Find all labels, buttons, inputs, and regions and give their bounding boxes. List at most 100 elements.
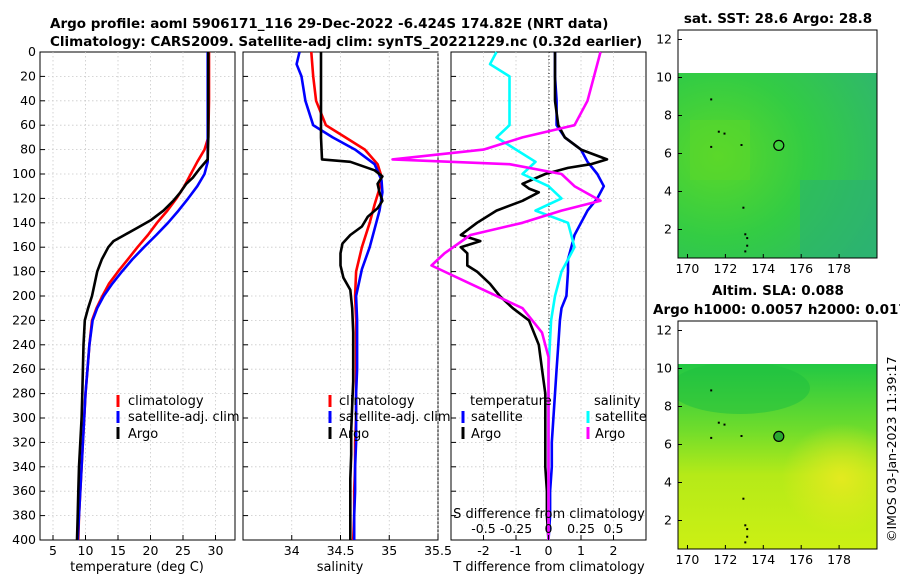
s-diff-tick-label: -0.25 [500,521,532,536]
salinity-difference-label: S difference from climatology [453,507,645,522]
island-speck [746,237,749,240]
sla-map-frame [677,320,878,550]
s-diff-tick-label: 0 [545,521,553,536]
temperature-legend: climatology satellite-adj. clim Argo [116,394,240,442]
sst-cool-patch [800,180,877,258]
series-line-s-argo [391,51,602,540]
x-tick-label: 15 [110,543,126,558]
x-tick-label: 34 [284,543,300,558]
map-y-tick-label: 10 [656,70,672,85]
y-tick-label: 320 [12,434,36,449]
map-x-tick-label: 172 [713,552,737,567]
island-speck [710,98,713,101]
salinity-xlabel: salinity [317,560,364,575]
y-tick-label: 280 [12,386,36,401]
island-speck [744,250,747,253]
map-y-tick-label: 6 [664,437,672,452]
legend-label-t-argo: Argo [471,427,501,442]
map-x-tick-label: 176 [789,261,813,276]
legend-label-climatology: climatology [128,394,204,409]
island-speck [746,528,749,531]
x-tick-label: 5 [49,543,57,558]
map-y-tick-label: 12 [656,323,672,338]
y-tick-label: 80 [20,142,36,157]
legend-heading-salinity: salinity [594,394,641,409]
map-y-tick-label: 4 [664,475,672,490]
y-tick-label: 100 [12,166,36,181]
island-speck [746,244,749,247]
x-tick-label: 20 [143,543,159,558]
x-tick-label: 1 [577,543,585,558]
y-tick-label: 60 [20,117,36,132]
temperature-xlabel: temperature (deg C) [70,560,204,575]
island-speck [742,206,745,209]
island-speck [717,421,720,424]
map-x-tick-label: 178 [827,261,851,276]
map-x-tick-label: 178 [827,552,851,567]
map-x-tick-label: 176 [789,552,813,567]
x-tick-label: 35.5 [424,543,452,558]
map-y-tick-label: 8 [664,399,672,414]
map-y-tick-label: 6 [664,146,672,161]
series-line-argo [319,52,384,540]
y-tick-label: 0 [28,44,36,59]
legend-heading-temperature: temperature [470,394,552,409]
island-speck [710,389,713,392]
island-speck [742,497,745,500]
sla-map-subtitle: Argo h1000: 0.0057 h2000: 0.017 [653,302,900,318]
y-tick-label: 380 [12,508,36,523]
legend-label-s-satellite: satellite [595,410,647,425]
x-tick-label: 25 [175,543,191,558]
map-x-tick-label: 170 [676,261,700,276]
s-diff-tick-label: -0.5 [471,521,495,536]
island-speck [740,144,743,146]
island-speck [744,541,747,544]
y-tick-label: 340 [12,459,36,474]
series-line-satellite-adj-clim [295,51,384,540]
sla-low-patch [678,364,810,414]
x-tick-label: -2 [477,543,489,558]
island-speck [723,132,726,135]
sla-map-title: Altim. SLA: 0.088 [712,283,844,299]
series-line-satellite-adj-clim [76,52,209,541]
y-tick-label: 300 [12,410,36,425]
salinity-panel: 34 34.5 35 35.5 salinity climatology satell… [242,51,452,575]
series-line-t-argo [459,52,609,541]
y-tick-label: 360 [12,483,36,498]
map-y-tick-label: 4 [664,184,672,199]
x-tick-label: 2 [610,543,618,558]
map-x-tick-label: 172 [713,261,737,276]
x-tick-label: 30 [208,543,224,558]
y-tick-label: 400 [12,532,36,547]
island-speck [744,233,747,236]
map-x-tick-label: 174 [751,552,775,567]
sst-map-title: sat. SST: 28.6 Argo: 28.8 [684,11,872,27]
x-tick-label: 34.5 [327,543,355,558]
x-tick-label: 0 [545,543,553,558]
x-tick-label: 35 [381,543,397,558]
sst-argo-marker [773,139,785,151]
sst-map-panel: sat. SST: 28.6 Argo: 28.8 170 172 174 176 17… [656,11,878,276]
difference-legend: temperature satellite Argo salinity sate… [461,394,647,442]
y-tick-label: 200 [12,288,36,303]
sst-map-frame [677,29,878,259]
sla-argo-marker [773,430,785,442]
y-tick-label: 160 [12,239,36,254]
map-x-tick-label: 170 [676,552,700,567]
s-diff-tick-label: 0.5 [604,521,624,536]
island-speck [740,435,743,437]
island-speck [717,130,720,133]
legend-label-argo: Argo [128,427,158,442]
series-line-argo [75,52,210,541]
island-speck [710,436,713,439]
map-x-tick-label: 174 [751,261,775,276]
island-speck [746,535,749,538]
y-tick-label: 240 [12,337,36,352]
legend-label-s-argo: Argo [595,427,625,442]
sla-map-panel: Altim. SLA: 0.088 Argo h1000: 0.0057 h20… [653,283,900,567]
map-y-tick-label: 12 [656,32,672,47]
imos-credit: ©IMOS 03-Jan-2023 11:39:17 [884,356,899,542]
legend-label-t-satellite: satellite [471,410,523,425]
temperature-panel: 5 10 15 20 25 30 0 20 40 60 80 100 120 140 160 180 200 2… [12,44,239,575]
